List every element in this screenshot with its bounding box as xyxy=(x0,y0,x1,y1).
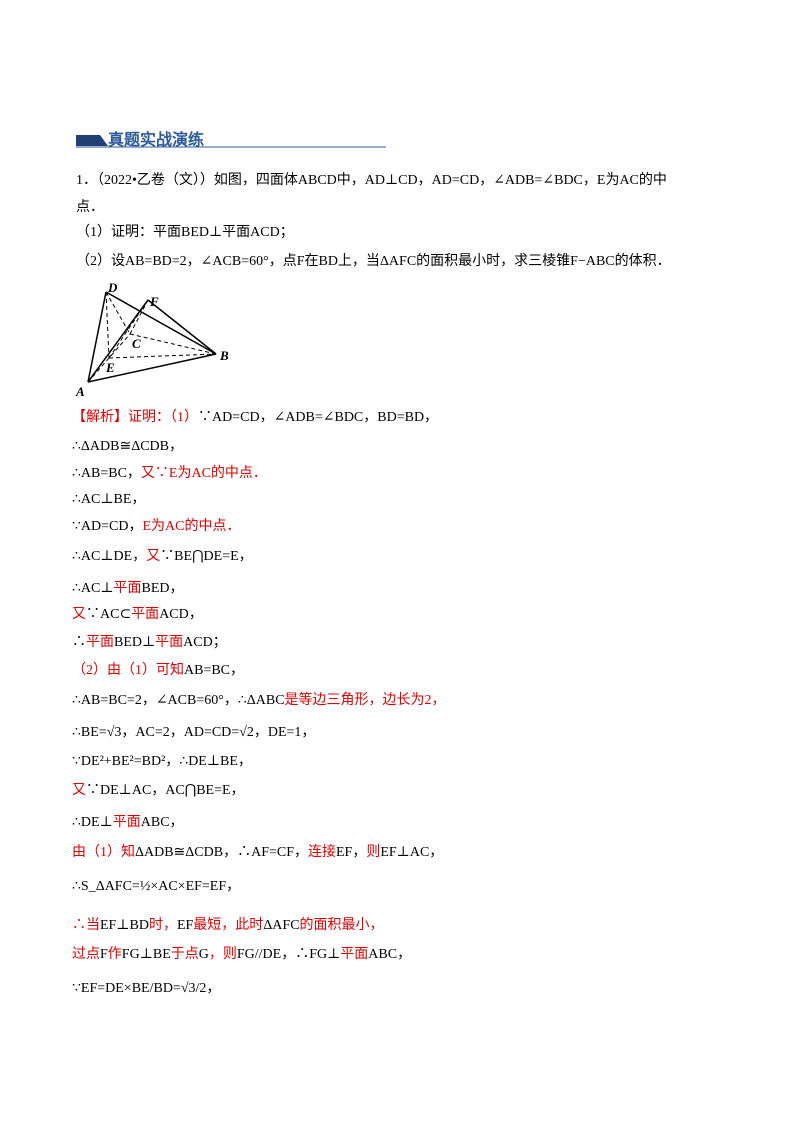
text-segment: ΔAFC xyxy=(263,918,300,933)
text-segment: 平面 xyxy=(113,581,142,596)
text-segment: ACD， xyxy=(159,607,203,622)
vertex-label: B xyxy=(219,348,229,363)
text-line: 由（1）知ΔADB≅ΔCDB，∴AF=CF，连接EF，则EF⊥AC， xyxy=(72,844,443,862)
text-segment: 于点 xyxy=(170,947,199,962)
text-segment: ∵AC⊂ xyxy=(86,607,132,622)
text-segment: 由（1）知 xyxy=(72,845,135,860)
figure: D F C B E A xyxy=(75,280,229,399)
text-line: 点． xyxy=(76,199,104,217)
vertex-label: E xyxy=(105,360,115,375)
text-segment: FG//DE，∴FG⊥ xyxy=(236,947,341,962)
text-segment: 的面积最小， xyxy=(299,918,384,933)
text-line: ∵EF=DE×BE/BD=√3/2， xyxy=(72,980,220,998)
text-segment: FG⊥BE xyxy=(121,947,171,962)
text-line: ∴当EF⊥BD时，EF最短，此时ΔAFC的面积最小， xyxy=(72,917,384,935)
text-segment: ∴AC⊥ xyxy=(72,581,114,596)
text-segment: E为AC的中点． xyxy=(142,519,241,534)
text-line: ∴AB=BC=2，∠ACB=60°，∴ΔABC是等边三角形，边长为2， xyxy=(72,692,446,710)
vertex-label: F xyxy=(149,294,159,309)
text-segment: ∴AB=BC=2，∠ACB=60°，∴ΔABC xyxy=(72,693,285,708)
text-segment: 是等边三角形，边长为2， xyxy=(284,693,446,708)
text-segment: ∵AD=CD，∠ADB=∠BDC，BD=BD， xyxy=(198,410,439,425)
text-line: ∴DE⊥平面ABC， xyxy=(72,814,184,832)
text-segment: 最短，此时 xyxy=(193,918,264,933)
text-segment: ∴BE=√3，AC=2，AD=CD=√2，DE=1， xyxy=(72,725,316,740)
text-segment: ∴AB=BC， xyxy=(72,466,141,481)
text-segment: ∵EF=DE×BE/BD=√3/2， xyxy=(72,981,221,996)
text-segment: EF， xyxy=(336,845,367,860)
text-segment: ABC， xyxy=(368,947,412,962)
text-segment: ∴ xyxy=(72,635,86,650)
text-segment: ∴AC⊥BE， xyxy=(72,492,146,507)
text-segment: F xyxy=(100,947,108,962)
text-segment: 平面 xyxy=(340,947,369,962)
text-segment: 时， xyxy=(148,918,177,933)
text-segment: 点． xyxy=(76,200,104,215)
text-segment: 又 xyxy=(72,607,86,622)
text-line: ∴AC⊥DE，又∵BE⋂DE=E， xyxy=(72,548,253,566)
vertex-label: A xyxy=(75,384,85,399)
text-segment: 平面 xyxy=(86,635,114,650)
text-segment: ∴当 xyxy=(72,918,100,933)
text-line: （2）由（1）可知AB=BC， xyxy=(72,662,244,680)
text-segment: 则 xyxy=(366,845,381,860)
text-segment: 又 xyxy=(72,783,86,798)
text-segment: ∴AC⊥DE， xyxy=(72,549,147,564)
text-line: 【解析】证明：（1）∵AD=CD，∠ADB=∠BDC，BD=BD， xyxy=(72,409,438,427)
text-segment: 1．（2022•乙卷（文））如图，四面体ABCD中，AD⊥CD，AD=CD，∠A… xyxy=(76,173,667,188)
text-segment: 平面 xyxy=(155,635,184,650)
text-line: 又∵AC⊂平面ACD， xyxy=(72,606,203,624)
text-line: ∴平面BED⊥平面ACD； xyxy=(72,634,227,652)
text-segment: ∵BE⋂DE=E， xyxy=(160,549,253,564)
text-line: ∵AD=CD，E为AC的中点． xyxy=(72,518,240,536)
header-decoration xyxy=(76,135,386,148)
text-line: ∴AC⊥平面BED， xyxy=(72,580,184,598)
text-line: ∴ΔADB≅ΔCDB， xyxy=(72,438,183,456)
text-line: ∴AC⊥BE， xyxy=(72,491,145,509)
text-segment: 过点 xyxy=(72,947,100,962)
text-segment: ∴ΔADB≅ΔCDB， xyxy=(72,439,183,454)
text-segment: ，则 xyxy=(208,947,237,962)
text-line: 1．（2022•乙卷（文））如图，四面体ABCD中，AD⊥CD，AD=CD，∠A… xyxy=(76,172,667,190)
text-segment: 连接 xyxy=(308,845,336,860)
text-segment: 又 xyxy=(146,549,161,564)
text-line: 又∵DE⊥AC，AC⋂BE=E， xyxy=(72,782,245,800)
text-segment: 又∵E为AC的中点． xyxy=(140,466,267,481)
text-line: ∴BE=√3，AC=2，AD=CD=√2，DE=1， xyxy=(72,724,315,742)
text-segment: EF xyxy=(176,918,194,933)
text-line: ∵DE²+BE²=BD²，∴DE⊥BE， xyxy=(72,753,252,771)
text-segment: ΔADB≅ΔCDB，∴AF=CF， xyxy=(135,845,308,860)
text-line: 过点F作FG⊥BE于点G，则FG//DE，∴FG⊥平面ABC， xyxy=(72,946,411,964)
text-line: （1）证明：平面BED⊥平面ACD； xyxy=(76,224,294,242)
text-line: ∴AB=BC，又∵E为AC的中点． xyxy=(72,465,267,483)
text-segment: （2）设AB=BD=2，∠ACB=60°，点F在BD上，当ΔAFC的面积最小时，… xyxy=(76,254,671,269)
text-segment: （2）由（1）可知 xyxy=(72,663,184,678)
text-segment: ACD； xyxy=(183,635,227,650)
text-segment: ∵DE⊥AC，AC⋂BE=E， xyxy=(86,783,245,798)
text-line: ∴S_ΔAFC=½×AC×EF=EF， xyxy=(72,878,240,896)
text-segment: ∴S_ΔAFC=½×AC×EF=EF， xyxy=(72,879,241,894)
text-line: （2）设AB=BD=2，∠ACB=60°，点F在BD上，当ΔAFC的面积最小时，… xyxy=(76,253,671,271)
text-segment: AB=BC， xyxy=(184,663,245,678)
text-segment: 平面 xyxy=(131,607,160,622)
text-segment: 【解析】证明：（1） xyxy=(72,410,198,425)
text-segment: BED⊥ xyxy=(114,635,156,650)
text-segment: ∴DE⊥ xyxy=(72,815,113,830)
text-segment: EF⊥BD xyxy=(100,918,149,933)
text-segment: ∵DE²+BE²=BD²，∴DE⊥BE， xyxy=(72,754,252,769)
text-segment: 平面 xyxy=(112,815,141,830)
text-segment: ∵AD=CD， xyxy=(72,519,143,534)
text-segment: ABC， xyxy=(140,815,184,830)
text-segment: G xyxy=(198,947,209,962)
vertex-label: D xyxy=(107,280,118,295)
text-segment: EF⊥AC， xyxy=(380,845,444,860)
vertex-label: C xyxy=(132,336,141,351)
text-segment: （1）证明：平面BED⊥平面ACD； xyxy=(76,225,294,240)
header-title: 真题实战演练 xyxy=(108,130,205,149)
header-bar xyxy=(76,135,108,146)
text-segment: BED， xyxy=(141,581,184,596)
text-segment: 作 xyxy=(107,947,122,962)
